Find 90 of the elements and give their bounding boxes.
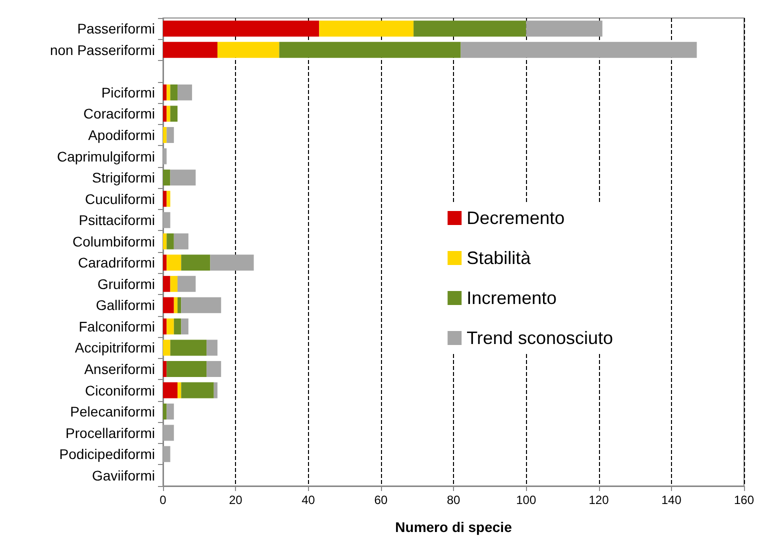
bar (279, 42, 461, 58)
legend-label: Decremento (466, 208, 565, 228)
x-tick-label: 120 (588, 493, 610, 507)
x-tick-label: 60 (374, 493, 388, 507)
bar (163, 106, 167, 122)
bar (163, 318, 167, 334)
bar (166, 190, 170, 207)
bar (166, 233, 174, 250)
y-tick-label: Passeriformi (77, 20, 155, 37)
bar (181, 382, 214, 398)
bar (163, 276, 170, 292)
y-tick-label: Anseriformi (84, 361, 155, 377)
bar (319, 20, 414, 37)
y-tick-label: Columbiformi (72, 233, 155, 250)
y-tick-label: Gaviiformi (92, 467, 155, 484)
y-tick-label: Ciconiformi (84, 382, 155, 398)
bar (163, 42, 218, 58)
x-tick-label: 0 (160, 493, 167, 507)
y-tick-label: Cuculiformi (84, 190, 155, 207)
bar (181, 254, 210, 271)
y-tick-label: Falconiformi (78, 318, 155, 334)
bar (163, 446, 170, 462)
bar (181, 297, 222, 314)
bar (163, 361, 167, 377)
bar (210, 254, 254, 271)
bar (174, 297, 178, 314)
y-tick-label: Podicipediformi (59, 446, 155, 462)
x-tick-label: 160 (734, 493, 754, 507)
y-tick-label: Strigiformi (92, 170, 155, 186)
bar (178, 297, 182, 314)
bar (178, 84, 192, 100)
bar (163, 127, 167, 143)
bar (170, 276, 178, 292)
x-tick-label: 40 (302, 493, 316, 507)
bar (217, 42, 280, 58)
y-tick-label: Procellariformi (66, 424, 155, 441)
legend-label: Stabilità (466, 248, 532, 268)
y-tick-label: Galliformi (96, 297, 155, 314)
bar (163, 233, 167, 250)
legend-label: Incremento (466, 288, 557, 308)
bar (170, 170, 196, 186)
bar (414, 20, 526, 37)
bar (174, 318, 182, 334)
bar (178, 382, 182, 398)
bar (206, 340, 218, 356)
y-tick-label: Caprimulgiformi (56, 148, 155, 164)
bar (166, 254, 182, 271)
bar (460, 42, 697, 58)
bar (163, 190, 167, 207)
bar (206, 361, 222, 377)
bar (163, 340, 170, 356)
bar (163, 20, 320, 37)
bar (214, 382, 218, 398)
y-tick-label: Caradriformi (78, 254, 155, 271)
bar (163, 404, 167, 420)
bar (166, 404, 174, 420)
bar (166, 106, 170, 122)
bar (163, 424, 174, 441)
bar (166, 127, 174, 143)
x-axis-title: Numero di specie (395, 519, 512, 535)
bar (166, 318, 174, 334)
bar (181, 318, 188, 334)
x-tick-label: 140 (661, 493, 682, 507)
bar (166, 84, 170, 100)
bar (163, 170, 170, 186)
bar (526, 20, 602, 37)
bar (170, 340, 207, 356)
x-tick-label: 100 (516, 493, 536, 507)
bar (178, 276, 196, 292)
legend-label: Trend sconosciuto (466, 328, 614, 348)
bar (170, 106, 178, 122)
y-tick-label: Coraciformi (83, 106, 155, 122)
y-tick-label: Pelecaniformi (70, 404, 155, 420)
y-tick-label: non Passeriformi (50, 42, 155, 58)
bar (163, 382, 178, 398)
bar (170, 84, 178, 100)
y-tick-label: Piciformi (101, 84, 155, 100)
x-tick-label: 80 (446, 493, 460, 507)
y-tick-label: Apodiformi (88, 127, 155, 143)
y-tick-label: Accipitriformi (74, 340, 155, 356)
bar (174, 233, 188, 250)
bar (166, 361, 207, 377)
bar (163, 84, 167, 100)
bar (163, 297, 174, 314)
bar (163, 148, 167, 164)
bar (163, 254, 167, 271)
bar (163, 212, 170, 228)
y-tick-label: Psittaciformi (78, 212, 155, 228)
x-tick-label: 20 (228, 493, 243, 507)
y-tick-label: Gruiformi (97, 276, 155, 292)
